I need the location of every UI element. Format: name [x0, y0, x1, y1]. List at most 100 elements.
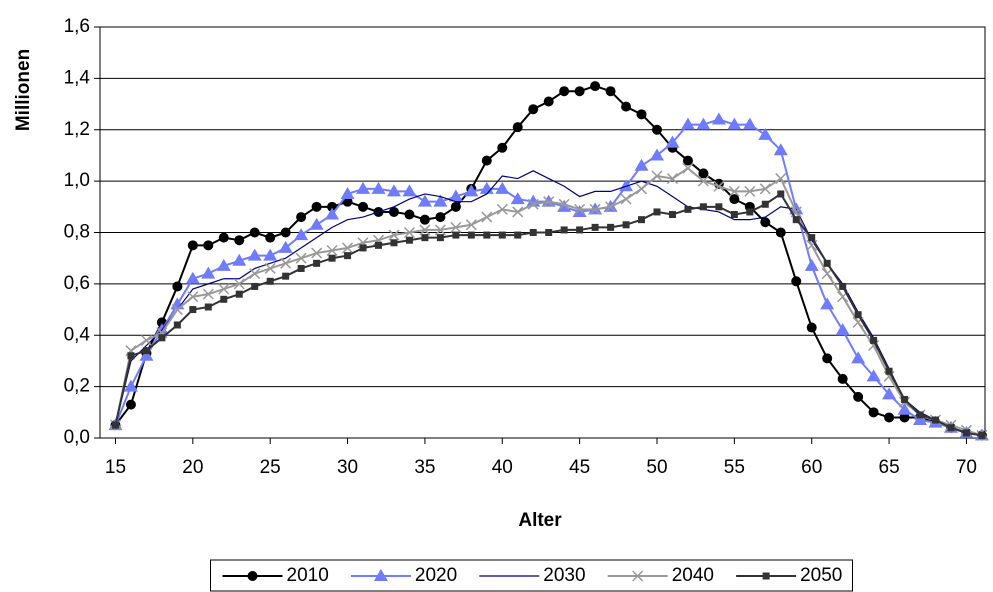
y-tick-label: 1,0 [64, 170, 90, 191]
y-tick-label: 0,8 [64, 222, 90, 243]
point [668, 211, 676, 219]
point [481, 155, 492, 166]
point [758, 127, 773, 140]
point [651, 170, 663, 182]
point [901, 395, 909, 403]
point [543, 196, 555, 208]
point [529, 229, 537, 236]
point [342, 242, 354, 254]
point [789, 202, 804, 215]
x-tick-label: 40 [492, 457, 513, 478]
y-tick-label: 0,6 [64, 273, 90, 294]
point [373, 569, 388, 581]
point [804, 258, 819, 271]
y-tick-label: 1,4 [64, 67, 91, 88]
y-tick-label: 0,2 [64, 376, 90, 397]
point [201, 266, 216, 279]
legend: 2010 2020 2030 2040 2050 [210, 559, 853, 592]
point [607, 223, 615, 231]
point [821, 268, 833, 280]
point [296, 212, 307, 223]
x-tick-label: 65 [879, 457, 900, 478]
point [699, 203, 707, 211]
point [498, 231, 506, 239]
point [605, 86, 616, 97]
point [247, 571, 258, 581]
point [251, 282, 259, 290]
point [665, 135, 680, 148]
point [557, 199, 572, 212]
point [203, 240, 214, 251]
point [388, 229, 400, 241]
point [806, 322, 817, 333]
point [853, 391, 864, 402]
point [204, 303, 212, 311]
point [621, 101, 632, 112]
x-tick-label: 35 [414, 457, 435, 478]
point [762, 572, 770, 580]
series [111, 190, 986, 439]
y-tick-label: 0,4 [64, 324, 91, 345]
point [185, 271, 200, 284]
point [591, 223, 599, 231]
point [947, 424, 955, 432]
point [189, 306, 197, 314]
point [265, 232, 276, 243]
point [635, 183, 648, 195]
point [822, 353, 833, 364]
point [560, 226, 568, 234]
point [402, 184, 417, 197]
point [311, 201, 322, 212]
point [282, 272, 290, 280]
point [897, 402, 912, 415]
point [266, 277, 274, 285]
point [728, 185, 740, 197]
point [682, 155, 693, 166]
point [510, 192, 525, 205]
point [388, 206, 399, 217]
legend-label: 2020 [415, 565, 457, 586]
point [791, 276, 802, 287]
point [127, 352, 135, 360]
point [297, 264, 305, 272]
legend-label: 2040 [672, 565, 714, 586]
point [479, 181, 494, 194]
point [574, 203, 586, 215]
point [684, 205, 692, 213]
point [234, 235, 245, 246]
point [249, 227, 260, 238]
point [742, 117, 757, 130]
point [327, 201, 338, 212]
point [696, 117, 711, 130]
point [885, 367, 893, 375]
point [344, 252, 352, 260]
point [730, 211, 738, 219]
point [839, 282, 847, 290]
point [371, 181, 386, 194]
point [868, 407, 879, 418]
x-tick-label: 20 [182, 457, 203, 478]
point [545, 229, 553, 236]
point [342, 196, 353, 207]
point [233, 278, 245, 290]
point [715, 203, 723, 211]
point [405, 236, 413, 244]
point [111, 421, 119, 429]
point [622, 221, 630, 229]
point [220, 295, 228, 303]
point [651, 124, 662, 135]
point [727, 117, 742, 130]
point [962, 429, 970, 437]
point [232, 253, 247, 266]
point [713, 180, 725, 192]
point [884, 412, 895, 423]
point [666, 173, 678, 185]
point [590, 81, 601, 92]
point [434, 224, 446, 236]
point [620, 193, 632, 205]
point [680, 117, 695, 130]
point [528, 104, 539, 115]
point [697, 175, 709, 187]
point [142, 347, 150, 355]
x-tick-label: 70 [956, 457, 977, 478]
